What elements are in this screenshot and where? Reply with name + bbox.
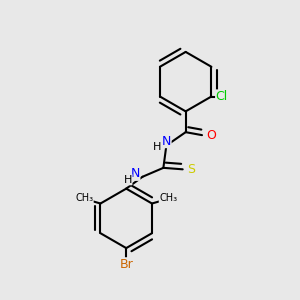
- Text: CH₃: CH₃: [75, 193, 93, 202]
- Text: H: H: [153, 142, 162, 152]
- Text: N: N: [130, 167, 140, 180]
- Text: CH₃: CH₃: [159, 193, 177, 202]
- Text: S: S: [188, 163, 196, 176]
- Text: Cl: Cl: [216, 90, 228, 103]
- Text: Br: Br: [119, 258, 133, 271]
- Text: N: N: [162, 135, 171, 148]
- Text: O: O: [206, 129, 216, 142]
- Text: H: H: [124, 175, 132, 185]
